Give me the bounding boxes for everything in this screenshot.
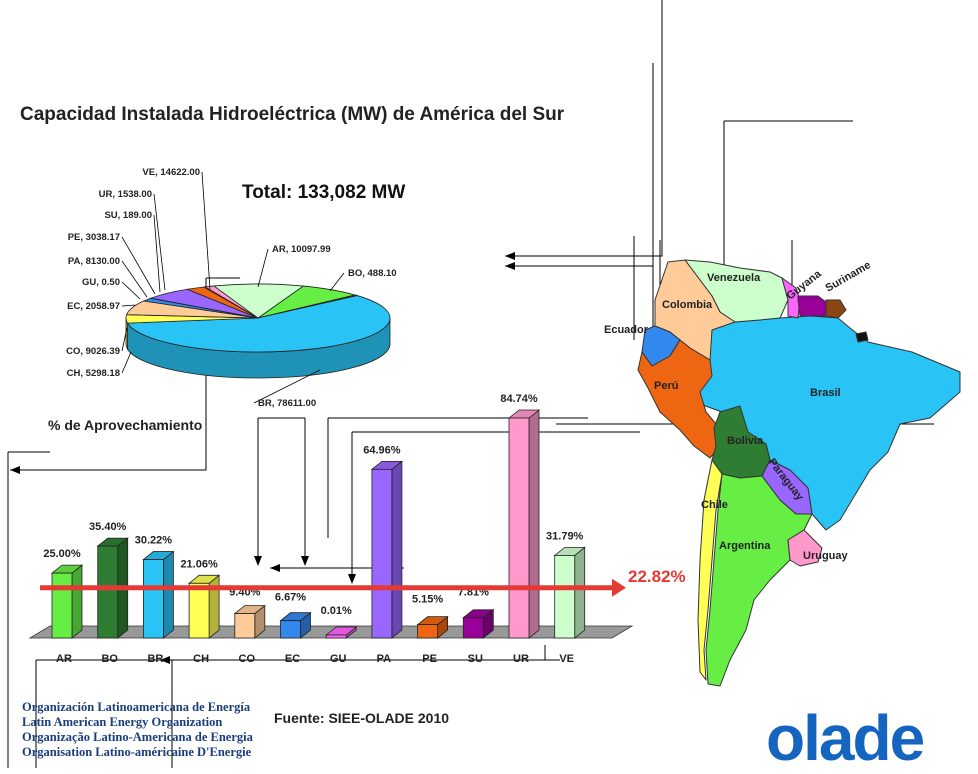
bar-value-bo: 35.40% [89,521,127,533]
map-region-french-guiana [825,299,847,319]
map-region-guyana [781,277,801,319]
map-label-peru: Perú [654,380,678,392]
org-name-pt: Organização Latino-Americana de Energia [22,730,253,744]
bar-category-su: SU [468,653,483,665]
bar-su [462,608,495,639]
map-label-venezuela: Venezuela [707,272,761,284]
map-region-peru [637,339,721,459]
map-region-colombia [654,259,736,361]
slide-title: Capacidad Instalada Hidroeléctrica (MW) … [20,104,565,125]
bar-chart-title: % de Aprovechamiento [48,417,203,433]
bar-category-co: CO [239,653,256,665]
pie-leader-gu [121,281,141,300]
bar-category-gu: GU [330,653,347,665]
bar-value-ve: 31.79% [546,530,584,542]
bar-category-ur: UR [513,653,529,665]
bar-category-br: BR [147,653,163,665]
pie-leader-su [153,214,161,293]
pie-leader-bo [329,272,345,292]
pie-label-bo: BO, 488.10 [348,268,397,279]
pie-leader-pe [121,236,156,295]
map-label-bolivia: Bolivia [727,435,764,447]
pie-label-ar: AR, 10097.99 [272,244,331,255]
bar-ur [507,409,541,639]
average-line-arrow [612,578,626,597]
map-region-argentina [705,473,813,687]
bar-value-br: 30.22% [135,535,173,547]
pie-leader-ur [153,193,166,291]
pie-leader-ve [201,171,211,290]
pie-label-ur: UR, 1538.00 [99,189,152,200]
olade-logo: olade [766,702,925,774]
map-label-colombia: Colombia [662,299,713,311]
pie-label-ve: VE, 14622.00 [142,167,200,178]
source-note: Fuente: SIEE-OLADE 2010 [274,710,450,726]
pie-leader-ar [257,248,269,288]
map-region-uruguay [787,529,823,567]
bar-value-gu: 0.01% [321,605,352,617]
bar-br [142,550,175,639]
org-name-fr: Organisation Latino-américaine D'Energie [22,745,252,759]
map-label-suriname: Suriname [824,259,873,294]
bar-value-pe: 5.15% [412,594,443,606]
pie-leader-br [253,369,321,404]
bar-category-ve: VE [559,653,574,665]
pie-slice-br [126,295,391,353]
pie-label-gu: GU, 0.50 [82,277,120,288]
pie-label-su: SU, 189.00 [104,210,152,221]
bar-ve [553,546,586,639]
bar-category-ec: EC [285,653,300,665]
map-region-falkland [855,331,869,343]
bar-category-pe: PE [422,653,437,665]
bar-category-ar: AR [56,653,72,665]
map-label-uruguay: Uruguay [803,550,849,562]
pie-leader-ec [121,304,136,307]
bar-value-pa: 64.96% [363,444,401,456]
pie-leader-pa [121,260,148,298]
pie-label-pe: PE, 3038.17 [68,232,120,243]
bar-category-bo: BO [101,653,118,665]
bar-ch [187,574,221,639]
map-label-brasil: Brasil [810,387,841,399]
organization-block: Organización Latinoamericana de Energía … [22,700,253,760]
map-region-chile [697,459,723,681]
bar-value-ar: 25.00% [43,548,81,560]
bar-value-ch: 21.06% [180,558,218,570]
bar-co [233,604,266,639]
pie-leader-ch [121,351,132,374]
pie-label-pa: PA, 8130.00 [68,256,120,267]
bar-category-pa: PA [377,653,392,665]
bar-value-ur: 84.74% [500,393,538,405]
map-label-chile: Chile [701,499,728,511]
map-label-ecuador: Ecuador [604,324,649,336]
average-label: 22.82% [628,567,686,586]
pie-label-ch: CH, 5298.18 [67,368,120,379]
pie-label-br: BR, 78611.00 [258,398,316,409]
bar-value-ec: 6.67% [275,592,306,604]
org-name-es: Organización Latinoamericana de Energía [22,700,251,714]
pie-leader-co [121,327,128,352]
org-name-en: Latin American Energy Organization [22,715,223,729]
bar-pe [416,615,449,639]
bar-gu [325,626,358,639]
bar-pa [370,460,404,639]
map-label-argentina: Argentina [719,540,771,552]
map-region-suriname [797,295,827,317]
pie-label-co: CO, 9026.39 [66,346,120,357]
pie-label-ec: EC, 2058.97 [67,301,120,312]
bar-ec [279,611,312,639]
total-capacity: Total: 133,082 MW [242,182,406,203]
bar-category-ch: CH [193,653,209,665]
